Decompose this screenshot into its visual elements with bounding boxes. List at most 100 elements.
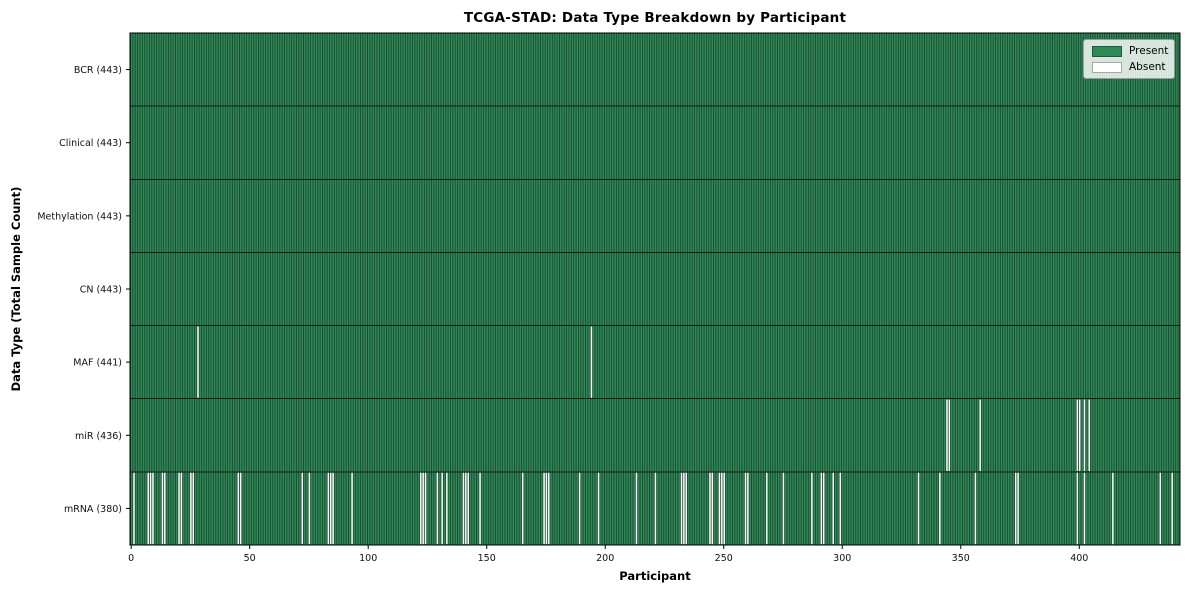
absent-cell bbox=[839, 472, 842, 545]
x-tick-label: 150 bbox=[478, 553, 496, 564]
absent-cell bbox=[917, 472, 920, 545]
absent-cell bbox=[1076, 399, 1079, 471]
y-axis-label: Data Type (Total Sample Count) bbox=[9, 186, 23, 392]
absent-cell bbox=[718, 472, 721, 545]
y-tick-label: CN (443) bbox=[80, 285, 122, 296]
absent-cell bbox=[301, 472, 304, 545]
absent-cell bbox=[766, 472, 768, 545]
absent-cell bbox=[545, 472, 548, 545]
absent-cell bbox=[1112, 472, 1114, 545]
absent-cell bbox=[192, 472, 194, 545]
absent-cell bbox=[521, 472, 524, 545]
present-swatch bbox=[1092, 45, 1122, 57]
x-tick-label: 200 bbox=[596, 553, 614, 564]
absent-cell bbox=[147, 472, 149, 545]
absent-cell bbox=[308, 472, 311, 545]
absent-cell bbox=[711, 472, 714, 545]
chart-title: TCGA-STAD: Data Type Breakdown by Partic… bbox=[463, 10, 847, 26]
x-tick-label: 400 bbox=[1070, 553, 1088, 564]
y-tick-label: mRNA (380) bbox=[64, 504, 122, 515]
absent-cell bbox=[635, 472, 638, 545]
absent-cell bbox=[422, 472, 424, 545]
y-tick-label: Methylation (443) bbox=[37, 211, 122, 222]
x-tick-label: 100 bbox=[359, 553, 377, 564]
legend-entry-present: Present bbox=[1092, 45, 1168, 57]
absent-cell bbox=[578, 472, 581, 545]
absent-cell bbox=[178, 472, 180, 545]
absent-cell bbox=[709, 472, 711, 545]
x-tick-label: 300 bbox=[833, 553, 851, 564]
absent-cell bbox=[820, 472, 823, 545]
absent-cell bbox=[946, 399, 948, 471]
legend-label-absent: Absent bbox=[1129, 61, 1166, 73]
y-tick-label: BCR (443) bbox=[74, 65, 122, 76]
absent-cell bbox=[782, 472, 785, 545]
absent-swatch bbox=[1092, 61, 1122, 73]
absent-cell bbox=[446, 472, 448, 545]
absent-cell bbox=[1078, 399, 1081, 471]
absent-cell bbox=[479, 472, 481, 545]
absent-cell bbox=[1017, 472, 1019, 545]
x-tick-label: 0 bbox=[128, 553, 134, 564]
y-axis-ticks: BCR (443) Clinical (443) Methylation (443)… bbox=[37, 65, 130, 515]
y-tick-label: Clinical (443) bbox=[59, 138, 122, 149]
absent-cell bbox=[436, 472, 439, 545]
absent-cell bbox=[939, 472, 941, 545]
absent-cell bbox=[721, 472, 723, 545]
absent-cell bbox=[149, 472, 152, 545]
absent-cell bbox=[467, 472, 469, 545]
absent-cell bbox=[1083, 472, 1086, 545]
x-axis-label: Participant bbox=[619, 569, 691, 583]
absent-cell bbox=[1088, 399, 1090, 471]
absent-cell bbox=[351, 472, 353, 545]
x-axis-ticks: 0 50 100 150 200 250 300 350 400 bbox=[128, 545, 1088, 564]
absent-cell bbox=[161, 472, 164, 545]
absent-cell bbox=[329, 472, 332, 545]
row-dividers bbox=[130, 105, 1180, 473]
absent-cell bbox=[543, 472, 545, 545]
legend-entry-absent: Absent bbox=[1092, 61, 1166, 73]
absent-cell bbox=[462, 472, 465, 545]
absent-cell bbox=[424, 472, 427, 545]
absent-cell bbox=[327, 472, 330, 545]
absent-cell bbox=[420, 472, 422, 545]
absent-cell bbox=[190, 472, 192, 545]
absent-cell bbox=[597, 472, 600, 545]
absent-cell bbox=[979, 399, 981, 471]
absent-cell bbox=[1083, 399, 1086, 471]
absent-cell bbox=[1171, 472, 1173, 545]
absent-cell bbox=[811, 472, 813, 545]
absent-cell bbox=[237, 472, 240, 545]
absent-cell bbox=[332, 472, 334, 545]
absent-cell bbox=[465, 472, 467, 545]
x-tick-label: 250 bbox=[715, 553, 733, 564]
absent-cell bbox=[1076, 472, 1079, 545]
absent-cell bbox=[548, 472, 550, 545]
y-tick-label: MAF (441) bbox=[73, 358, 122, 369]
absent-cell bbox=[1014, 472, 1017, 545]
absent-cell bbox=[590, 326, 593, 398]
absent-cell bbox=[654, 472, 657, 545]
absent-cells bbox=[133, 326, 1173, 545]
absent-cell bbox=[152, 472, 154, 545]
absent-cell bbox=[239, 472, 242, 545]
absent-cell bbox=[680, 472, 683, 545]
absent-cell bbox=[832, 472, 834, 545]
present-cells-background bbox=[130, 33, 1180, 545]
absent-cell bbox=[685, 472, 687, 545]
absent-cell bbox=[822, 472, 825, 545]
absent-cell bbox=[747, 472, 749, 545]
y-tick-label: miR (436) bbox=[75, 431, 122, 442]
absent-cell bbox=[683, 472, 685, 545]
absent-cell bbox=[133, 472, 135, 545]
absent-cell bbox=[441, 472, 443, 545]
absent-cell bbox=[948, 399, 951, 471]
absent-cell bbox=[197, 326, 199, 398]
absent-cell bbox=[1159, 472, 1162, 545]
absent-cell bbox=[744, 472, 747, 545]
x-tick-label: 50 bbox=[244, 553, 256, 564]
absent-cell bbox=[180, 472, 183, 545]
x-tick-label: 350 bbox=[952, 553, 970, 564]
absent-cell bbox=[723, 472, 725, 545]
